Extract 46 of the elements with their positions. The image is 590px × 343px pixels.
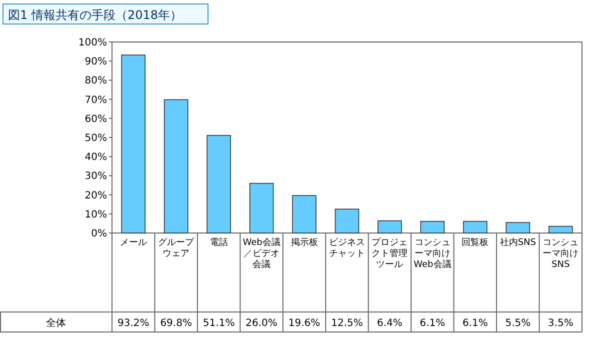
- x-tick-label: Web会議／ビデオ会議: [242, 237, 280, 270]
- bar: [506, 222, 530, 234]
- bar: [420, 220, 445, 234]
- x-tick-label: コンシューマ向けSNS: [542, 238, 579, 270]
- data-label: 12.5%: [331, 318, 363, 329]
- y-tick-label: 10%: [84, 209, 107, 220]
- y-tick-label: 20%: [84, 190, 107, 202]
- x-tick-label: 掲示板: [290, 237, 318, 248]
- x-tick-label: 社内SNS: [500, 237, 536, 248]
- data-label: 93.2%: [117, 318, 150, 329]
- bar: [164, 99, 188, 234]
- y-tick-label: 70%: [84, 94, 107, 106]
- data-label: 5.5%: [505, 318, 531, 329]
- data-label: 69.8%: [160, 318, 192, 329]
- bar: [378, 220, 402, 234]
- y-tick-label: 50%: [84, 133, 107, 144]
- x-tick-label: ビジネスチャット: [329, 237, 365, 259]
- data-label: 6.1%: [462, 318, 488, 329]
- text: 全体: [46, 317, 66, 329]
- x-tick-label: 回覧板: [462, 237, 489, 248]
- bar: [206, 135, 231, 234]
- bar: [121, 54, 146, 234]
- x-tick-label: プロジェクト管理ツール: [372, 237, 408, 270]
- bar: [249, 182, 274, 234]
- data-label: 6.1%: [420, 318, 446, 329]
- data-label: 19.6%: [288, 318, 320, 329]
- y-tick-label: 0%: [91, 228, 107, 240]
- bar: [334, 208, 360, 234]
- y-tick-label: 100%: [78, 38, 107, 48]
- x-tick-label: グループウェア: [158, 237, 196, 259]
- chart-title: 図1 情報共有の手段（2018年）: [8, 8, 182, 22]
- y-tick-label: 80%: [84, 76, 107, 87]
- y-tick-label: 60%: [84, 114, 107, 125]
- y-tick-label: 30%: [84, 171, 107, 182]
- data-label: 3.5%: [548, 318, 574, 329]
- bar: [548, 226, 573, 234]
- data-label: 26.0%: [246, 318, 278, 329]
- data-label: 6.4%: [377, 318, 402, 329]
- bar: [292, 195, 316, 234]
- x-tick-label: メール: [120, 238, 147, 248]
- x-tick-label: 電話: [210, 237, 228, 248]
- data-label: 51.1%: [202, 318, 235, 329]
- x-tick-label: コンシューマ向けWeb会議: [414, 238, 452, 270]
- y-tick-label: 90%: [84, 56, 107, 68]
- bar: [463, 220, 488, 234]
- y-tick-label: 40%: [84, 152, 107, 164]
